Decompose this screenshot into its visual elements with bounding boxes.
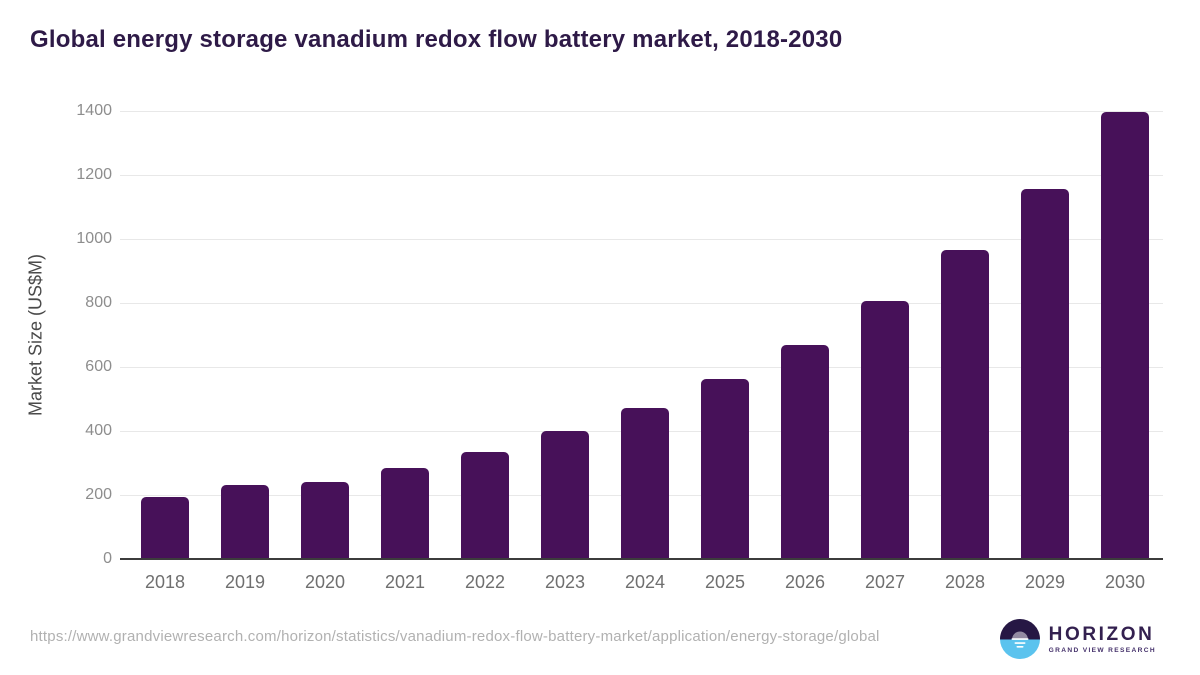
y-tick-label-0: 0 <box>103 550 112 567</box>
x-tick-label-2029: 2029 <box>1024 572 1066 592</box>
bar-slot-2020 <box>285 111 365 559</box>
bar-slot-2026 <box>765 111 845 559</box>
x-tick-label-2027: 2027 <box>864 572 906 592</box>
y-tick-label-800: 800 <box>85 294 112 311</box>
bar-slot-2024 <box>605 111 685 559</box>
bar-2025 <box>701 379 749 559</box>
x-axis-tick-labels: 2018 2019 2020 2021 2022 2023 2024 2025 2026 2027… <box>125 572 1165 593</box>
bar-2018 <box>141 496 189 559</box>
y-tick-label-1200: 1200 <box>76 166 112 183</box>
x-tick-label-2023: 2023 <box>544 572 586 592</box>
bar-slot-2029 <box>1005 111 1085 559</box>
y-tick-label-600: 600 <box>85 358 112 375</box>
bar-slot-2027 <box>845 111 925 559</box>
logo-subtitle: GRAND VIEW RESEARCH <box>1048 646 1156 654</box>
bar-slot-2021 <box>365 111 445 559</box>
x-tick-label-2019: 2019 <box>224 572 266 592</box>
x-tick-label-2026: 2026 <box>784 572 826 592</box>
y-tick-label-400: 400 <box>85 422 112 439</box>
bar-2029 <box>1021 188 1069 559</box>
y-tick-label-1400: 1400 <box>76 102 112 119</box>
x-tick-label-2024: 2024 <box>624 572 666 592</box>
y-axis-title: Market Size (US$M) <box>25 253 46 417</box>
bars-row <box>125 111 1165 559</box>
bar-slot-2025 <box>685 111 765 559</box>
bar-slot-2023 <box>525 111 605 559</box>
gridline-1400 <box>120 110 1163 112</box>
x-tick-label-2021: 2021 <box>384 572 426 592</box>
plot-area <box>120 110 1165 560</box>
x-tick-label-2020: 2020 <box>304 572 346 592</box>
bar-slot-2028 <box>925 111 1005 559</box>
gridline-1000 <box>120 238 1163 240</box>
x-tick-label-2028: 2028 <box>944 572 986 592</box>
bar-2022 <box>461 451 509 559</box>
bar-2019 <box>221 485 269 559</box>
x-tick-label-2018: 2018 <box>144 572 186 592</box>
x-tick-label-2030: 2030 <box>1104 572 1146 592</box>
horizon-logo-icon <box>999 619 1040 659</box>
bar-2020 <box>301 482 349 559</box>
bar-2023 <box>541 431 589 559</box>
bar-2028 <box>941 250 989 559</box>
bar-slot-2019 <box>205 111 285 559</box>
gridline-1200 <box>120 174 1163 176</box>
chart-title: Global energy storage vanadium redox flo… <box>30 26 843 53</box>
source-url: https://www.grandviewresearch.com/horizo… <box>30 628 880 645</box>
logo-text: HORIZON GRAND VIEW RESEARCH <box>1048 623 1156 654</box>
bar-2021 <box>381 468 429 559</box>
bar-slot-2018 <box>125 111 205 559</box>
bar-slot-2022 <box>445 111 525 559</box>
horizon-logo: HORIZON GRAND VIEW RESEARCH <box>999 619 1156 659</box>
y-tick-label-200: 200 <box>85 486 112 503</box>
bar-2024 <box>621 408 669 559</box>
x-axis-line <box>120 558 1163 560</box>
logo-name: HORIZON <box>1048 623 1155 645</box>
y-tick-label-1000: 1000 <box>76 230 112 247</box>
bar-2030 <box>1101 112 1149 559</box>
gridline-600 <box>120 366 1163 368</box>
bar-2026 <box>781 344 829 559</box>
bar-2027 <box>861 301 909 559</box>
x-tick-label-2022: 2022 <box>464 572 506 592</box>
x-tick-label-2025: 2025 <box>704 572 746 592</box>
gridline-800 <box>120 302 1163 304</box>
bar-slot-2030 <box>1085 111 1165 559</box>
